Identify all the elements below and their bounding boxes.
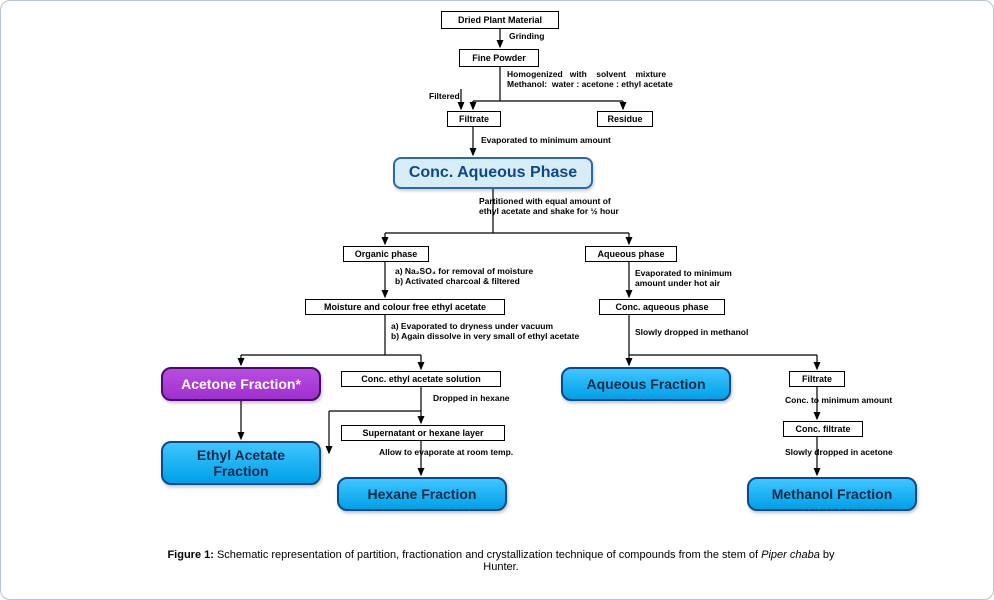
node-supernatant: Supernatant or hexane layer xyxy=(341,425,505,441)
node-aqueous-fraction: Aqueous Fraction xyxy=(561,367,731,401)
edge-label-drop-meoh: Slowly dropped in methanol xyxy=(635,327,748,337)
node-dried-plant: Dried Plant Material xyxy=(441,11,559,29)
edge-label-evap-hotair: Evaporated to minimum amount under hot a… xyxy=(635,268,732,288)
node-conc-aqueous: Conc. Aqueous Phase xyxy=(393,157,593,189)
edge-label-homogenize: Homogenized with solvent mixture Methano… xyxy=(507,69,673,89)
edge-label-drop-hexane: Dropped in hexane xyxy=(433,393,510,403)
caption-text-1: Schematic representation of partition, f… xyxy=(214,549,761,561)
edge-label-partition: Partitioned with equal amount of ethyl a… xyxy=(479,196,619,216)
node-hexane-fraction: Hexane Fraction xyxy=(337,477,507,511)
node-organic-phase: Organic phase xyxy=(343,246,429,262)
edge-label-drop-acetone: Slowly dropped in acetone xyxy=(785,447,893,457)
caption-species: Piper chaba xyxy=(761,549,820,561)
node-filtrate-1: Filtrate xyxy=(447,111,501,127)
edge-label-conc-min: Conc. to minimum amount xyxy=(785,395,892,405)
edge-label-grinding: Grinding xyxy=(509,31,544,41)
edge-label-na2so4: a) Na₂SO₄ for removal of moisture b) Act… xyxy=(395,266,533,286)
node-filtrate-2: Filtrate xyxy=(789,371,845,387)
node-ethyl-acetate-fraction: Ethyl Acetate Fraction xyxy=(161,441,321,485)
node-conc-filtrate: Conc. filtrate xyxy=(783,421,863,437)
node-conc-aq-phase2: Conc. aqueous phase xyxy=(599,299,725,315)
node-fine-powder: Fine Powder xyxy=(459,49,539,67)
node-methanol-fraction: Methanol Fraction xyxy=(747,477,917,511)
edge-label-evap-room: Allow to evaporate at room temp. xyxy=(379,447,513,457)
diagram-frame: Dried Plant Material Fine Powder Filtrat… xyxy=(0,0,994,600)
node-acetone-fraction: Acetone Fraction* xyxy=(161,367,321,401)
node-aqueous-phase: Aqueous phase xyxy=(585,246,677,262)
edge-label-evap1: Evaporated to minimum amount xyxy=(481,135,611,145)
node-moisture-free: Moisture and colour free ethyl acetate xyxy=(305,299,505,315)
node-conc-ea-soln: Conc. ethyl acetate solution xyxy=(341,371,501,387)
figure-caption: Figure 1: Schematic representation of pa… xyxy=(151,549,851,573)
edge-label-evap-vacuum: a) Evaporated to dryness under vacuum b)… xyxy=(391,321,579,341)
caption-figure-label: Figure 1: xyxy=(167,549,213,561)
node-residue: Residue xyxy=(597,111,653,127)
edge-label-filtered: Filtered xyxy=(429,91,460,101)
